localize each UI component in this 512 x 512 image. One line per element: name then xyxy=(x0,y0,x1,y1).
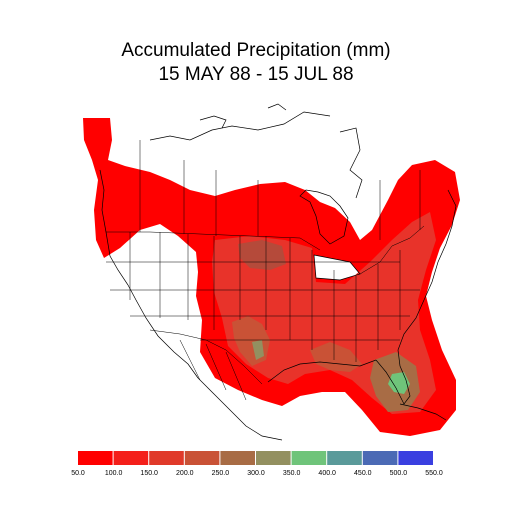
legend-tick-label: 100.0 xyxy=(105,470,123,477)
legend-swatch xyxy=(327,451,362,465)
legend-tick-label: 450.0 xyxy=(354,470,372,477)
precip-region-florida-peak xyxy=(388,372,410,394)
state-borders xyxy=(106,140,425,401)
legend-tick-label: 400.0 xyxy=(318,470,336,477)
map-subtitle: 15 MAY 88 - 15 JUL 88 xyxy=(158,64,354,85)
map-title: Accumulated Precipitation (mm) xyxy=(121,40,391,61)
precip-region-high-gulf xyxy=(310,342,362,372)
legend-tick-label: 50.0 xyxy=(71,470,85,477)
precip-region-texas-green xyxy=(252,340,264,360)
coastlines-borders xyxy=(99,103,457,441)
legend-swatch xyxy=(149,451,184,465)
legend-swatch xyxy=(220,451,255,465)
legend-swatch xyxy=(78,451,113,465)
legend-tick-label: 200.0 xyxy=(176,470,194,477)
legend-tick-label: 500.0 xyxy=(390,470,408,477)
precip-fill-layer xyxy=(83,118,460,436)
legend-tick-label: 550.0 xyxy=(425,470,443,477)
precip-region-plains xyxy=(238,240,286,270)
legend-tick-label: 150.0 xyxy=(140,470,158,477)
lake-gap xyxy=(314,255,360,280)
legend-swatch xyxy=(184,451,220,465)
legend-tick-label: 350.0 xyxy=(283,470,301,477)
legend-tick-label: 250.0 xyxy=(212,470,230,477)
legend-swatch xyxy=(362,451,398,465)
legend-tick-label: 300.0 xyxy=(247,470,265,477)
legend-swatch xyxy=(113,451,149,465)
legend-swatch xyxy=(398,451,433,465)
legend-swatch xyxy=(256,451,291,465)
legend-swatch xyxy=(291,451,327,465)
